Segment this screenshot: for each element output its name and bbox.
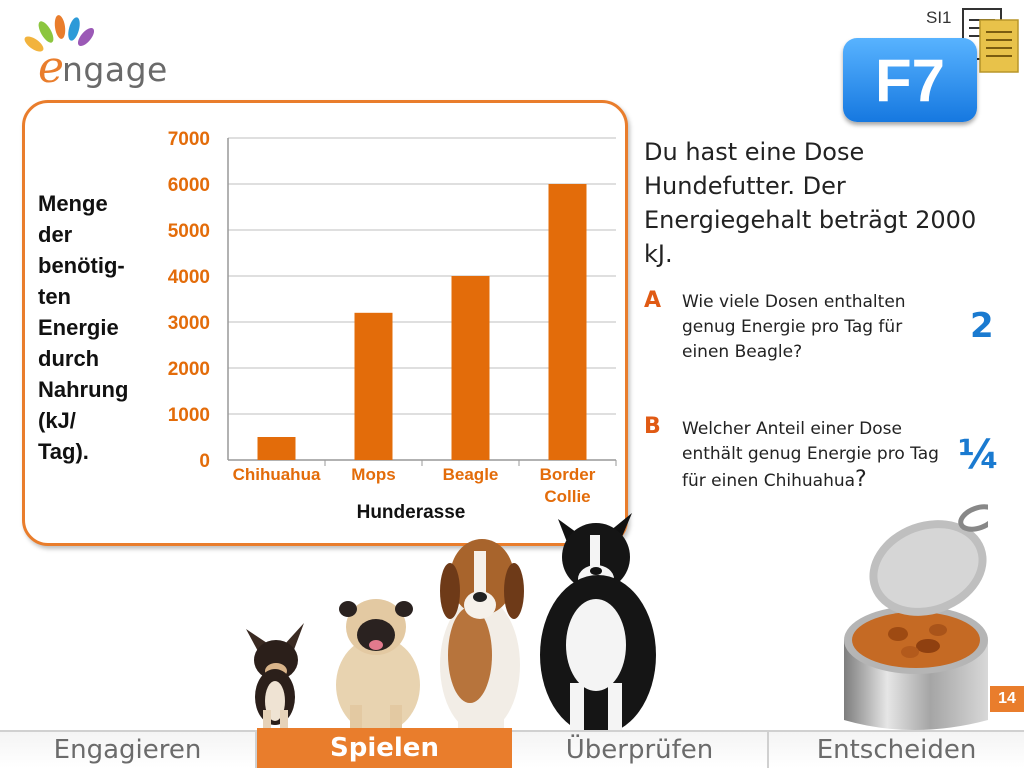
task-b-question-mark: ? — [855, 467, 867, 492]
tab-engagieren[interactable]: Engagieren — [0, 732, 257, 768]
food-can-illustration — [844, 504, 988, 730]
task-a-text: Wie viele Dosen enthalten genug Energie … — [682, 292, 906, 362]
logo-initial: e — [38, 42, 65, 93]
page-number: 14 — [990, 686, 1024, 712]
y-tick-label: 5000 — [168, 221, 210, 242]
level-label: SI1 — [926, 8, 952, 27]
bottom-navigation: Engagieren Spielen Überprüfen Entscheide… — [0, 728, 1024, 768]
logo-rays-icon — [24, 15, 95, 52]
bar — [257, 437, 296, 460]
x-tick-label: Chihuahua — [233, 465, 321, 484]
task-b-text: Welcher Anteil einer Dose enthält genug … — [682, 419, 939, 491]
y-tick-label: 6000 — [168, 175, 210, 196]
engage-logo: e ngage — [18, 10, 198, 93]
y-tick-label: 4000 — [168, 267, 210, 288]
x-tick-label: Border — [540, 465, 596, 484]
y-tick-label: 0 — [199, 451, 210, 472]
border-collie-image — [540, 513, 656, 733]
bar — [354, 312, 393, 460]
y-tick-label: 2000 — [168, 359, 210, 380]
tab-ueberpruefen[interactable]: Überprüfen — [512, 732, 769, 768]
chart-card — [22, 100, 628, 546]
y-tick-label: 7000 — [168, 129, 210, 150]
x-tick-label: Mops — [351, 465, 395, 484]
question-intro: Du hast eine Dose Hundefutter. Der Energ… — [644, 138, 977, 268]
beagle-image — [440, 539, 524, 733]
document-icon[interactable] — [960, 6, 1022, 74]
chihuahua-image — [246, 623, 304, 732]
tab-entscheiden[interactable]: Entscheiden — [769, 732, 1024, 768]
task-a-letter: A — [644, 288, 662, 313]
task-b-answer: ¼ — [958, 432, 1000, 478]
x-tick-label: Collie — [544, 487, 590, 506]
logo-text: ngage — [62, 50, 168, 89]
task-b-letter: B — [644, 414, 661, 439]
pug-image — [336, 599, 420, 733]
dog-illustration — [246, 513, 656, 733]
bar — [451, 276, 490, 460]
y-tick-label: 3000 — [168, 313, 210, 334]
bar-chart: 0 1000 2000 3000 4000 5000 6000 7000 Chihuahua Mo… — [168, 129, 617, 520]
task-b-block: Welcher Anteil einer Dose enthält genug … — [682, 417, 944, 494]
bar — [548, 184, 587, 460]
x-tick-label: Beagle — [443, 465, 499, 484]
task-a-answer: 2 — [970, 306, 994, 346]
task-badge: F7 — [843, 38, 977, 122]
tab-spielen[interactable]: Spielen — [257, 728, 512, 768]
y-tick-label: 1000 — [168, 405, 210, 426]
chart-y-axis-label: Menge der benötig- ten Energie durch Nah… — [38, 191, 129, 464]
x-axis-label: Hunderasse — [357, 502, 466, 520]
